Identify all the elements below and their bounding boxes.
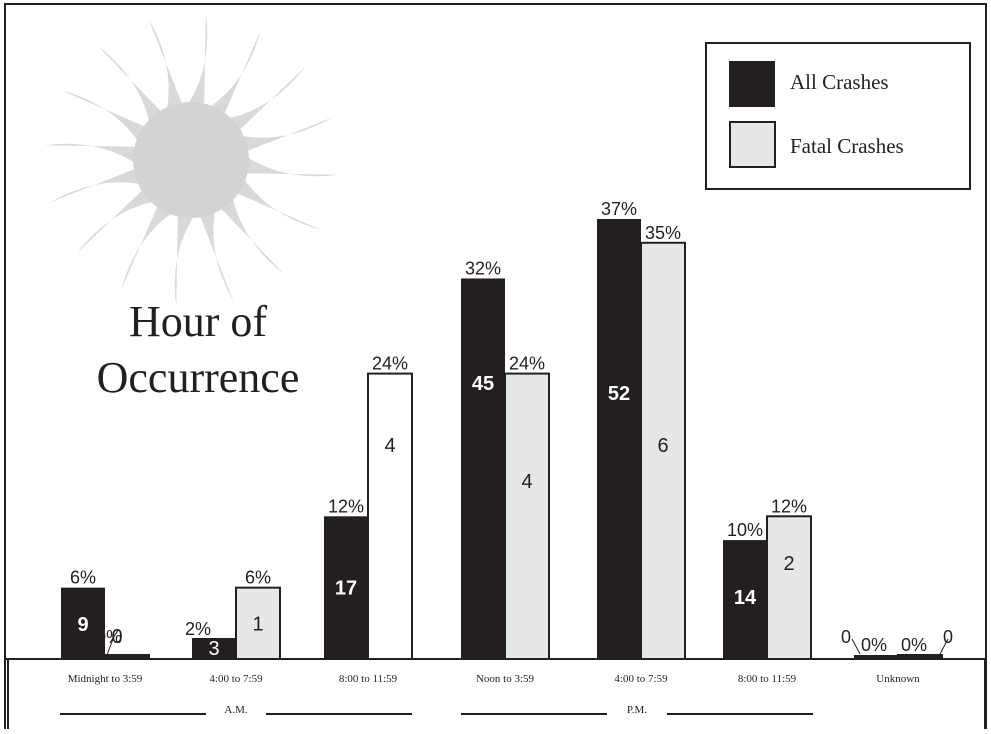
bar-fatal-crashes xyxy=(367,372,413,660)
data-label-all-percent: 2% xyxy=(185,619,211,639)
data-label-all-count: 17 xyxy=(335,578,357,600)
sun-ray xyxy=(243,117,333,151)
leader-line xyxy=(106,638,114,656)
category-label: Midnight to 3:59 xyxy=(68,673,143,685)
data-label-fatal-percent: 6% xyxy=(245,568,271,588)
data-label-all-count: 52 xyxy=(608,383,630,405)
data-label-all-percent: 32% xyxy=(465,258,501,278)
bar-all-crashes xyxy=(597,219,641,659)
category-label: 4:00 to 7:59 xyxy=(614,673,668,685)
sun-ray xyxy=(76,190,152,254)
bar-all-crashes xyxy=(461,278,505,659)
chart-title-line-2: Occurrence xyxy=(97,353,300,402)
legend-label-fatal-crashes: Fatal Crashes xyxy=(790,134,904,158)
labels-layer: 6% 0% 9 0 2% 6% 3 1 12% 24% 17 4 32% 24% 45 4 37% 35% 52 6 1… xyxy=(70,199,953,660)
sun-ray xyxy=(43,143,135,162)
legend: All Crashes Fatal Crashes xyxy=(705,42,971,190)
bar-all-crashes xyxy=(192,638,236,659)
bar-all-crashes xyxy=(324,516,368,659)
sun-ray xyxy=(230,66,306,130)
sun-ray xyxy=(211,29,262,113)
period-label-am: A.M. xyxy=(224,704,247,716)
data-label-all-count: 0 xyxy=(841,627,851,647)
category-label: 8:00 to 11:59 xyxy=(738,673,797,685)
data-label-fatal-count: 0 xyxy=(943,627,953,647)
data-label-all-percent: 6% xyxy=(70,568,96,588)
data-label-all-percent: 10% xyxy=(727,520,763,540)
sun-ray xyxy=(148,18,182,108)
data-label-fatal-count: 4 xyxy=(521,471,532,493)
data-label-fatal-percent: 24% xyxy=(372,354,408,374)
data-label-fatal-percent: 0% xyxy=(901,635,927,655)
leader-line xyxy=(939,638,949,655)
sun-ray xyxy=(221,199,285,275)
data-label-fatal-percent: 24% xyxy=(509,354,545,374)
legend-swatch-fatal-crashes xyxy=(729,121,776,168)
data-label-fatal-count: 0 xyxy=(111,626,122,648)
sun-ray xyxy=(97,45,161,121)
data-label-all-count: 9 xyxy=(77,614,88,636)
bar-all-crashes xyxy=(61,587,105,659)
sun-ray xyxy=(200,212,234,302)
category-label: 8:00 to 11:59 xyxy=(339,673,398,685)
data-label-fatal-percent: 12% xyxy=(771,496,807,516)
sun-ray xyxy=(60,89,144,140)
bars-layer xyxy=(61,219,943,660)
sun-disc xyxy=(133,102,249,218)
sun-ray xyxy=(174,216,193,308)
sun-icon xyxy=(43,12,339,308)
sun-ray xyxy=(247,158,339,177)
sun-ray xyxy=(238,180,322,231)
data-label-all-percent: 37% xyxy=(601,199,637,219)
bar-all-crashes xyxy=(723,540,767,659)
data-label-all-count: 14 xyxy=(734,587,757,609)
chart-title-line-1: Hour of xyxy=(129,297,267,346)
bar-fatal-crashes xyxy=(504,372,550,660)
data-label-fatal-count: 2 xyxy=(783,553,794,575)
sun-ray xyxy=(49,169,139,203)
bar-fatal-crashes xyxy=(766,515,812,660)
sun-ray xyxy=(189,12,208,104)
legend-label-all-crashes: All Crashes xyxy=(790,70,889,94)
data-label-fatal-count: 4 xyxy=(384,435,395,457)
bar-all-crashes xyxy=(854,655,898,659)
bar-fatal-crashes xyxy=(235,586,281,660)
data-label-all-percent: 12% xyxy=(328,496,364,516)
data-label-fatal-count: 1 xyxy=(252,613,263,635)
data-label-fatal-percent: 35% xyxy=(645,223,681,243)
sun-ray xyxy=(120,207,171,291)
category-labels: Midnight to 3:59 4:00 to 7:59 8:00 to 11:5… xyxy=(68,673,920,685)
category-label: 4:00 to 7:59 xyxy=(209,673,263,685)
bar-fatal-crashes xyxy=(640,241,686,660)
data-label-all-percent: 0% xyxy=(861,635,887,655)
legend-swatch-all-crashes xyxy=(729,61,775,107)
data-label-all-count: 3 xyxy=(208,638,219,660)
data-label-fatal-percent: 0% xyxy=(96,627,122,647)
leader-line xyxy=(851,638,861,655)
category-label: Noon to 3:59 xyxy=(476,673,535,685)
data-label-all-count: 45 xyxy=(472,373,494,395)
category-label: Unknown xyxy=(876,673,920,685)
data-label-fatal-count: 6 xyxy=(657,435,668,457)
period-label-pm: P.M. xyxy=(627,704,647,716)
